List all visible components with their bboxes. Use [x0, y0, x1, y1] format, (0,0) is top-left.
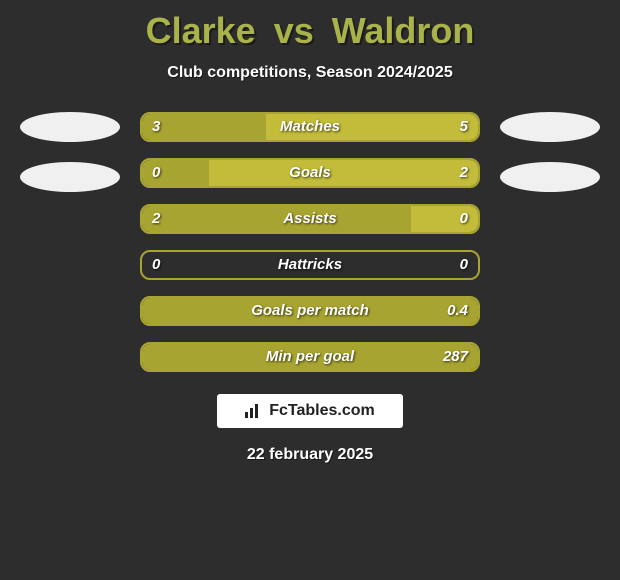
subtitle: Club competitions, Season 2024/2025 — [167, 64, 452, 82]
stat-value-right: 5 — [460, 114, 468, 140]
avatar — [500, 112, 600, 142]
stat-value-right: 0 — [460, 252, 468, 278]
comparison-chart: Matches35Goals02Assists20Hattricks00Goal… — [0, 112, 620, 372]
avatar — [20, 112, 120, 142]
player2-name: Waldron — [332, 10, 475, 51]
stat-row: Hattricks0 0 — [140, 250, 480, 280]
chart-icon — [245, 404, 263, 418]
stat-bars: Matches35Goals02Assists20Hattricks00Goal… — [140, 112, 480, 372]
player1-name: Clarke — [146, 10, 256, 51]
stat-value-left: 0 — [152, 160, 160, 186]
avatar — [20, 162, 120, 192]
stat-label: Hattricks — [142, 252, 478, 278]
brand-text: FcTables.com — [269, 402, 375, 420]
stat-label: Goals — [142, 160, 478, 186]
avatar — [500, 162, 600, 192]
stat-label: Goals per match — [142, 298, 478, 324]
stat-row: Min per goal287 — [140, 342, 480, 372]
stat-value-left: 3 — [152, 114, 160, 140]
page-title: Clarke vs Waldron — [146, 10, 475, 52]
stat-row: Assists2 0 — [140, 204, 480, 234]
stat-value-right: 287 — [443, 344, 468, 370]
left-avatar-column — [20, 112, 120, 192]
stat-row: Goals0 2 — [140, 158, 480, 188]
stat-label: Min per goal — [142, 344, 478, 370]
stat-value-right: 2 — [460, 160, 468, 186]
right-avatar-column — [500, 112, 600, 192]
stat-row: Matches3 5 — [140, 112, 480, 142]
stat-value-right: 0 — [460, 206, 468, 232]
footer-date: 22 february 2025 — [247, 446, 373, 464]
stat-value-left: 0 — [152, 252, 160, 278]
stat-value-left: 2 — [152, 206, 160, 232]
stat-value-right: 0.4 — [447, 298, 468, 324]
vs-label: vs — [274, 10, 314, 51]
brand-badge: FcTables.com — [217, 394, 403, 428]
stat-label: Assists — [142, 206, 478, 232]
stat-label: Matches — [142, 114, 478, 140]
stat-row: Goals per match0.4 — [140, 296, 480, 326]
